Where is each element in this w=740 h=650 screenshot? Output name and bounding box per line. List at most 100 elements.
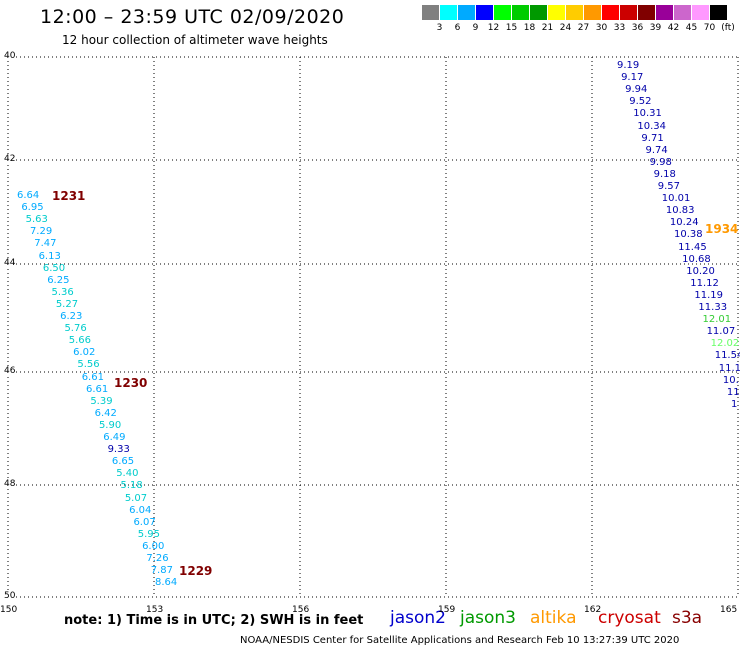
wave-height-value: 6.61 xyxy=(86,383,109,395)
latitude-label: 46 xyxy=(4,366,16,376)
scale-swatch xyxy=(566,5,583,20)
wave-height-value: 9.71 xyxy=(641,132,664,144)
latitude-label: 50 xyxy=(4,591,16,601)
wave-height-value: 7.26 xyxy=(146,553,169,564)
scale-swatch xyxy=(710,5,727,20)
wave-height-value: 6.00 xyxy=(142,540,165,552)
wave-height-value: 9.74 xyxy=(645,144,668,156)
latitude-label: 44 xyxy=(4,258,16,268)
wave-height-value: 11.19 xyxy=(694,289,723,301)
wave-height-value: 6.13 xyxy=(38,250,61,262)
legend-entry-s3a: s3a xyxy=(672,608,703,628)
wave-height-value: 5.63 xyxy=(25,214,48,226)
legend-entry-jason3: jason3 xyxy=(460,608,516,628)
scale-label: 15 xyxy=(505,23,518,33)
wave-height-value: 5.18 xyxy=(120,480,143,492)
wave-height-value: 9.17 xyxy=(621,72,644,84)
wave-height-value: 5.90 xyxy=(98,419,122,431)
scale-label: 33 xyxy=(613,23,626,33)
wave-height-value: 11 xyxy=(726,386,740,398)
scale-label: 12 xyxy=(487,23,500,33)
wave-height-value: 9.18 xyxy=(653,168,676,180)
scale-label: 21 xyxy=(541,23,554,33)
wave-height-value: 9.19 xyxy=(617,60,640,71)
longitude-label: 153 xyxy=(146,605,164,615)
longitude-label: 162 xyxy=(584,605,602,615)
legend-entry-cryosat: cryosat xyxy=(598,608,661,628)
scale-swatch xyxy=(440,5,457,20)
longitude-label: 159 xyxy=(438,605,456,615)
wave-height-value: 10.68 xyxy=(682,253,711,265)
scale-label: 9 xyxy=(472,23,479,33)
scale-swatch xyxy=(422,5,439,20)
wave-height-value: 6.04 xyxy=(129,504,152,516)
scale-swatch xyxy=(584,5,601,20)
map-subtitle: 12 hour collection of altimeter wave hei… xyxy=(62,33,328,47)
wave-height-value: 6.42 xyxy=(94,407,117,419)
longitude-label: 150 xyxy=(0,605,18,615)
wave-height-value: 5.56 xyxy=(77,359,100,371)
scale-swatch xyxy=(476,5,493,20)
wave-height-value: 8.64 xyxy=(155,577,178,589)
wave-height-value: 11.07 xyxy=(706,326,736,338)
pass-time-label: 1229 xyxy=(179,564,213,578)
scale-label: 24 xyxy=(559,23,572,33)
wave-height-value: 6.23 xyxy=(60,311,83,322)
wave-height-value: 9.98 xyxy=(649,156,672,168)
wave-height-value: 6.07 xyxy=(133,516,156,528)
wave-height-value: 12.01 xyxy=(702,314,732,326)
scale-label: 42 xyxy=(667,23,680,33)
wave-height-value: 6.64 xyxy=(17,190,40,201)
wave-height-value: 10.34 xyxy=(637,120,666,132)
wave-height-value: 5.66 xyxy=(68,335,92,347)
scale-label: 45 xyxy=(685,23,698,33)
longitude-label: 156 xyxy=(292,605,310,615)
wave-height-value: 5.27 xyxy=(55,298,79,310)
wave-height-value: 10. xyxy=(722,374,739,386)
scale-label: 3 xyxy=(436,23,443,33)
wave-height-value: 6.25 xyxy=(47,274,70,286)
legend-entry-jason2: jason2 xyxy=(390,608,446,628)
wave-height-value: 10.24 xyxy=(669,217,699,229)
wave-height-value: 9.57 xyxy=(657,181,680,192)
wave-height-value: 10.38 xyxy=(674,229,703,241)
wave-height-value: 9.94 xyxy=(625,84,648,96)
latitude-label: 40 xyxy=(4,51,16,61)
scale-label: 30 xyxy=(595,23,608,33)
latitude-label: 48 xyxy=(4,479,16,489)
wave-height-value: 9.33 xyxy=(107,444,130,456)
wave-height-value: 11.33 xyxy=(698,302,728,313)
wave-height-value: 6.65 xyxy=(111,456,135,468)
scale-swatch xyxy=(458,5,475,20)
scale-label: 39 xyxy=(649,23,662,33)
scale-swatch xyxy=(530,5,547,20)
wave-height-value: 1 xyxy=(731,398,738,410)
wave-height-value: 5.40 xyxy=(116,468,139,480)
pass-time-label: 1934 xyxy=(705,222,739,236)
wave-height-value: 11.1 xyxy=(718,362,740,374)
wave-height-value: 10.31 xyxy=(633,108,662,120)
pass-time-label: 1230 xyxy=(114,376,148,390)
scale-label: 36 xyxy=(631,23,644,33)
scale-label: 70 xyxy=(703,23,716,33)
scale-swatch xyxy=(674,5,691,20)
wave-height-value: 6.50 xyxy=(42,262,66,274)
wave-height-value: 7.87 xyxy=(150,565,173,577)
wave-height-value: 5.39 xyxy=(90,395,113,407)
wave-height-value: 10.01 xyxy=(661,193,691,205)
wave-height-value: 5.07 xyxy=(124,492,148,504)
scale-swatch xyxy=(548,5,565,20)
scale-swatch xyxy=(638,5,655,20)
wave-height-value: 9.52 xyxy=(629,96,652,108)
wave-height-value: 11.54 xyxy=(714,350,740,362)
wave-height-value: 11.45 xyxy=(678,241,707,253)
scale-label: 18 xyxy=(523,23,536,33)
wave-height-value: 5.76 xyxy=(64,323,87,335)
wave-height-value: 12.02 xyxy=(710,338,740,350)
scale-label: 27 xyxy=(577,23,590,33)
longitude-label: 165 xyxy=(720,605,738,615)
scale-swatch xyxy=(512,5,529,20)
legend-entry-altika: altika xyxy=(530,608,577,628)
units-note: note: 1) Time is in UTC; 2) SWH is in fe… xyxy=(64,613,364,628)
